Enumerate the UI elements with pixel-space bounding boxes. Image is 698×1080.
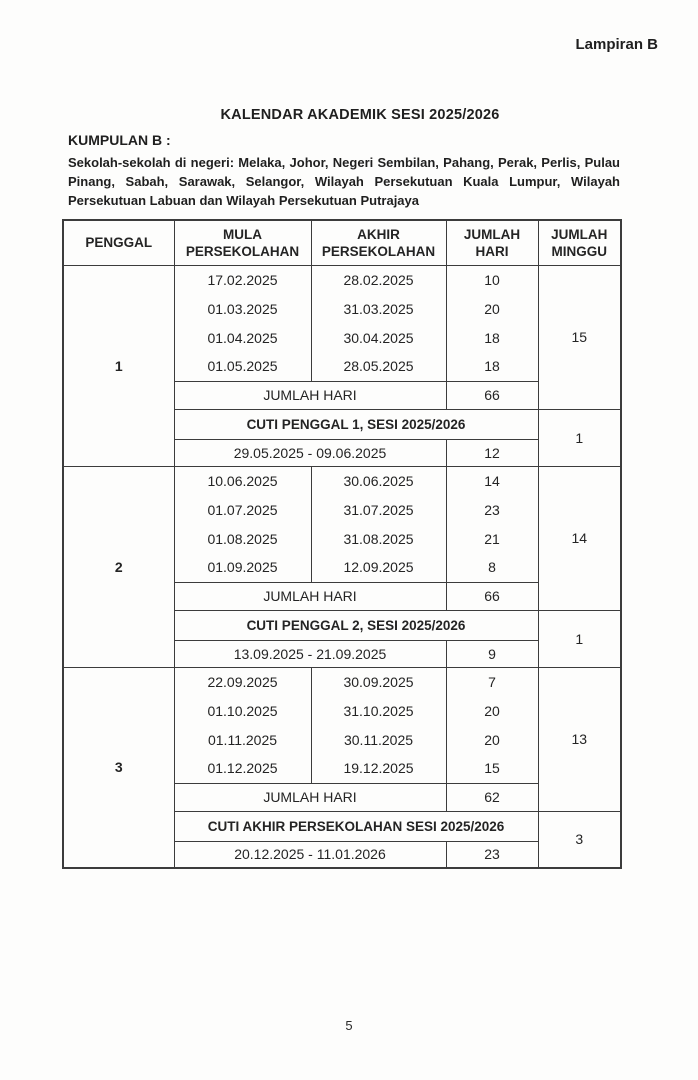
term1-mula-date: 17.02.2025 xyxy=(173,265,312,294)
term2-akhir-date: 30.06.2025 xyxy=(310,466,447,495)
term3-akhir-date: 19.12.2025 xyxy=(310,754,447,783)
term2-mula-date: 01.08.2025 xyxy=(173,524,312,553)
term1-date-row: 01.04.2025 30.04.2025 18 xyxy=(63,323,621,352)
term2-date-row: 01.07.2025 31.07.2025 23 xyxy=(63,495,621,524)
term3-hari-count: 7 xyxy=(445,667,539,696)
term1-mula-date: 01.04.2025 xyxy=(173,323,312,352)
term2-date-row: 01.08.2025 31.08.2025 21 xyxy=(63,524,621,553)
term3-cuti-minggu: 3 xyxy=(537,810,622,869)
term2-cuti-hari: 9 xyxy=(445,639,539,668)
term3-penggal-cell: 3 xyxy=(62,666,175,869)
term1-akhir-date: 31.03.2025 xyxy=(310,294,447,323)
table-header-row: PENGGAL MULA PERSEKOLAHAN AKHIR PERSEKOL… xyxy=(62,219,622,266)
col-header-mula-persekolahan: MULA PERSEKOLAHAN xyxy=(173,219,312,266)
term1-jumlah-hari-label: JUMLAH HARI xyxy=(173,380,447,410)
term3-jumlah-hari-total: 62 xyxy=(445,782,539,812)
term1-hari-count: 20 xyxy=(445,294,539,323)
term1-date-row: 1 17.02.2025 28.02.2025 10 15 xyxy=(62,264,622,467)
academic-calendar-table: PENGGAL MULA PERSEKOLAHAN AKHIR PERSEKOL… xyxy=(62,219,622,869)
term1-akhir-date: 30.04.2025 xyxy=(310,323,447,352)
term2-hari-count: 21 xyxy=(445,524,539,553)
corner-label: Lampiran B xyxy=(575,36,658,53)
col-header-akhir-persekolahan: AKHIR PERSEKOLAHAN xyxy=(310,219,447,266)
term1-hari-count: 10 xyxy=(445,265,539,294)
term1-date-row: 01.03.2025 31.03.2025 20 xyxy=(63,294,621,323)
term3-date-row: 3 22.09.2025 30.09.2025 7 13 xyxy=(62,666,622,869)
term2-mula-date: 10.06.2025 xyxy=(173,466,312,495)
term1-hari-count: 18 xyxy=(445,352,539,381)
term3-mula-date: 01.10.2025 xyxy=(173,696,312,725)
document-page: Lampiran B KALENDAR AKADEMIK SESI 2025/2… xyxy=(62,36,658,869)
term1-minggu-total: 15 xyxy=(537,264,622,410)
term1-cuti-header-row: CUTI PENGGAL 1, SESI 2025/2026 1 xyxy=(63,408,622,467)
term2-mula-date: 01.07.2025 xyxy=(173,495,312,524)
term1-cuti-label: CUTI PENGGAL 1, SESI 2025/2026 xyxy=(173,408,539,440)
page-title: KALENDAR AKADEMIK SESI 2025/2026 xyxy=(220,107,500,123)
term2-akhir-date: 12.09.2025 xyxy=(310,553,447,582)
term1-mula-date: 01.03.2025 xyxy=(173,294,312,323)
group-label: KUMPULAN B : xyxy=(68,132,171,148)
term1-cuti-hari: 12 xyxy=(445,438,539,467)
term1-akhir-date: 28.05.2025 xyxy=(310,352,447,381)
term1-cuti-range: 29.05.2025 - 09.06.2025 xyxy=(173,438,447,467)
term2-akhir-date: 31.07.2025 xyxy=(310,495,447,524)
term3-date-row: 01.10.2025 31.10.2025 20 xyxy=(63,696,621,725)
term2-date-row: 2 10.06.2025 30.06.2025 14 14 xyxy=(62,465,622,668)
term1-cuti-minggu: 1 xyxy=(537,408,622,467)
col-header-jumlah-minggu: JUMLAH MINGGU xyxy=(537,219,622,266)
term3-date-row: 01.12.2025 19.12.2025 15 xyxy=(63,754,621,783)
term2-date-row: 01.09.2025 12.09.2025 8 xyxy=(63,553,621,582)
term2-total-row: JUMLAH HARI 66 xyxy=(63,581,621,611)
term2-mula-date: 01.09.2025 xyxy=(173,553,312,582)
term2-cuti-minggu: 1 xyxy=(537,609,622,668)
term3-cuti-range-row: 20.12.2025 - 11.01.2026 23 xyxy=(63,840,621,869)
term2-akhir-date: 31.08.2025 xyxy=(310,524,447,553)
term2-penggal-cell: 2 xyxy=(62,465,175,668)
term3-akhir-date: 31.10.2025 xyxy=(310,696,447,725)
term1-jumlah-hari-total: 66 xyxy=(445,380,539,410)
page-number: 5 xyxy=(345,1018,353,1033)
term3-date-row: 01.11.2025 30.11.2025 20 xyxy=(63,725,621,754)
term2-cuti-range: 13.09.2025 - 21.09.2025 xyxy=(173,639,447,668)
term2-minggu-total: 14 xyxy=(537,465,622,611)
term3-mula-date: 01.12.2025 xyxy=(173,754,312,783)
term1-mula-date: 01.05.2025 xyxy=(173,352,312,381)
term2-cuti-label: CUTI PENGGAL 2, SESI 2025/2026 xyxy=(173,609,539,641)
term1-penggal-cell: 1 xyxy=(62,264,175,467)
term3-hari-count: 20 xyxy=(445,696,539,725)
term3-minggu-total: 13 xyxy=(537,666,622,812)
term1-total-row: JUMLAH HARI 66 xyxy=(63,380,621,410)
term3-mula-date: 22.09.2025 xyxy=(173,667,312,696)
term3-total-row: JUMLAH HARI 62 xyxy=(63,782,621,812)
term2-cuti-range-row: 13.09.2025 - 21.09.2025 9 xyxy=(63,639,621,668)
col-header-jumlah-hari: JUMLAH HARI xyxy=(445,219,539,266)
col-header-penggal: PENGGAL xyxy=(62,219,175,266)
term3-cuti-label: CUTI AKHIR PERSEKOLAHAN SESI 2025/2026 xyxy=(173,810,539,842)
term3-cuti-range: 20.12.2025 - 11.01.2026 xyxy=(173,840,447,869)
term3-jumlah-hari-label: JUMLAH HARI xyxy=(173,782,447,812)
term3-cuti-hari: 23 xyxy=(445,840,539,869)
term1-hari-count: 18 xyxy=(445,323,539,352)
group-description: Sekolah-sekolah di negeri: Melaka, Johor… xyxy=(68,155,620,208)
term3-akhir-date: 30.11.2025 xyxy=(310,725,447,754)
term1-cuti-range-row: 29.05.2025 - 09.06.2025 12 xyxy=(63,438,621,467)
term2-hari-count: 8 xyxy=(445,553,539,582)
term2-hari-count: 14 xyxy=(445,466,539,495)
term1-akhir-date: 28.02.2025 xyxy=(310,265,447,294)
term3-mula-date: 01.11.2025 xyxy=(173,725,312,754)
term3-hari-count: 15 xyxy=(445,754,539,783)
term2-hari-count: 23 xyxy=(445,495,539,524)
term3-hari-count: 20 xyxy=(445,725,539,754)
term3-akhir-date: 30.09.2025 xyxy=(310,667,447,696)
term2-jumlah-hari-total: 66 xyxy=(445,581,539,611)
term2-jumlah-hari-label: JUMLAH HARI xyxy=(173,581,447,611)
term1-date-row: 01.05.2025 28.05.2025 18 xyxy=(63,352,621,381)
